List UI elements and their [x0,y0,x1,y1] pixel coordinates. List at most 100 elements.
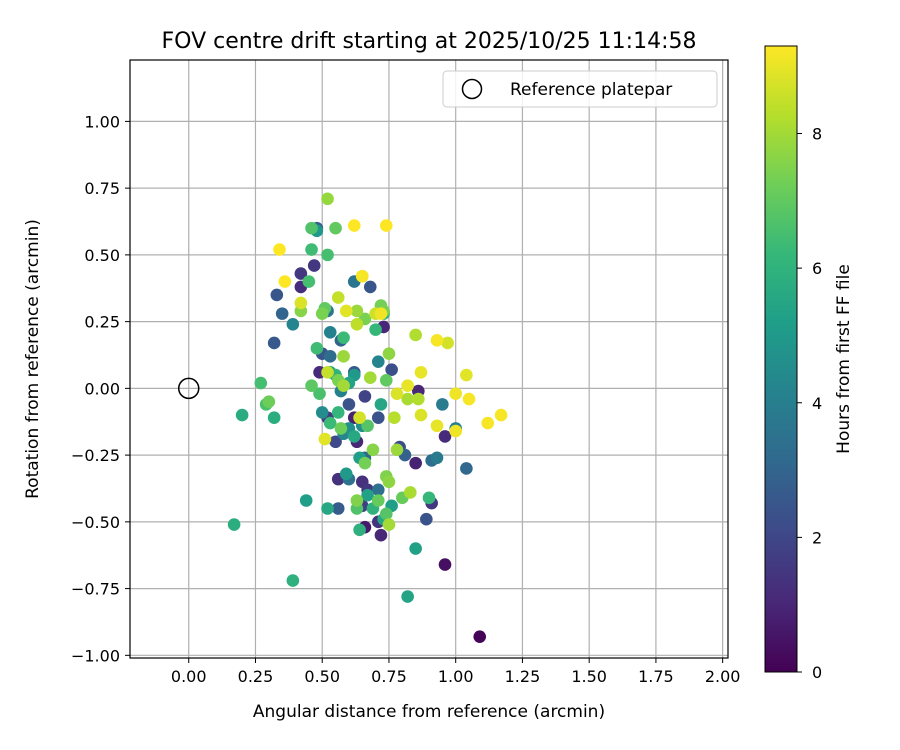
scatter-point [337,350,350,363]
scatter-point [307,259,321,272]
scatter-point [441,336,454,350]
x-tick-label: 1.00 [438,667,474,686]
scatter-point [339,304,353,318]
scatter-point [371,355,385,368]
scatter-point [449,424,462,438]
scatter-point [390,387,404,401]
scatter-point [294,296,308,310]
plot-frame [129,59,729,659]
legend: Reference platepar [442,70,718,108]
scatter-point [369,323,382,336]
scatter-point [267,336,281,350]
scatter-point [305,221,318,235]
y-tick-label: −1.00 [71,646,120,665]
x-tick-label: 0.50 [304,667,340,686]
x-tick-label: 0.00 [171,667,207,686]
scatter-point [294,267,308,280]
scatter-point [363,371,377,384]
scatter-point [337,379,350,392]
scatter-point [371,483,385,497]
scatter-point [310,342,324,355]
scatter-point [262,395,276,409]
scatter-point [371,411,385,425]
scatter-point [401,379,414,392]
scatter-point [374,398,388,411]
x-tick-label: 1.50 [571,667,607,686]
scatter-point [334,422,348,435]
y-tick-label: 0.25 [84,313,120,332]
scatter-point [409,328,422,342]
scatter-point [374,528,388,542]
scatter-point [350,304,364,318]
scatter-point [379,507,393,521]
scatter-point [382,347,396,360]
y-tick-label: 0.00 [84,379,120,398]
y-axis-label: Rotation from reference (arcmin) [23,219,43,499]
scatter-point [321,366,334,379]
x-tick-label: 1.25 [505,667,541,686]
scatter-point [347,219,361,232]
scatter-point [409,456,422,470]
colorbar-gradient [764,45,798,673]
scatter-point [430,419,444,433]
scatter-point [371,494,385,507]
scatter-point [331,502,345,515]
scatter-point [409,542,422,555]
y-tick-label: −0.50 [71,513,120,532]
scatter-point [430,334,444,347]
scatter-point [329,435,342,449]
scatter-point [275,307,289,320]
scatter-point [318,432,332,446]
scatter-point [430,451,444,465]
scatter-point [286,317,300,331]
scatter-point [331,291,345,304]
scatter-point [438,558,452,571]
y-tick-label: −0.75 [71,580,120,599]
scatter-point [227,518,241,531]
scatter-point [379,219,393,232]
scatter-point [321,502,334,515]
scatter-point [286,574,300,587]
scatter-point [353,523,366,537]
scatter-point [401,392,414,406]
reference-marker-group [177,377,200,400]
scatter-point [299,494,313,507]
scatter-point [438,430,452,443]
scatter-point [321,248,334,262]
scatter-point [473,630,487,643]
colorbar-tick-label: 6 [812,259,822,278]
scatter-point [254,376,268,390]
scatter-point [462,392,476,406]
colorbar-tick-label: 8 [812,125,822,144]
scatter-point [382,518,396,531]
x-axis-label: Angular distance from reference (arcmin) [253,702,605,722]
scatter-point [235,408,249,422]
scatter-point [302,275,316,288]
scatter-point [305,379,318,392]
scatter-point [414,366,428,379]
scatter-point [460,462,473,475]
scatter-point [412,392,425,406]
scatter-point [414,408,428,422]
scatter-point [323,326,337,339]
scatter-point [366,443,380,457]
data-points [227,192,508,643]
scatter-point [449,387,462,401]
scatter-point [363,280,377,294]
x-tick-label: 0.25 [238,667,274,686]
legend-box [442,70,718,108]
scatter-point [358,390,372,403]
scatter-point [460,368,473,382]
scatter-point [401,590,414,603]
scatter-point [273,243,286,256]
scatter-point [342,398,356,411]
scatter-point [350,494,364,507]
scatter-point [323,350,337,363]
scatter-point [358,456,372,470]
x-tick-label: 2.00 [705,667,741,686]
scatter-point [361,488,374,502]
x-axis-ticks: 0.00 0.25 0.50 0.75 1.00 1.25 1.50 1.75 2.00 [171,658,741,686]
scatter-point [313,387,326,401]
scatter-point [436,398,449,411]
scatter-point [315,307,329,320]
